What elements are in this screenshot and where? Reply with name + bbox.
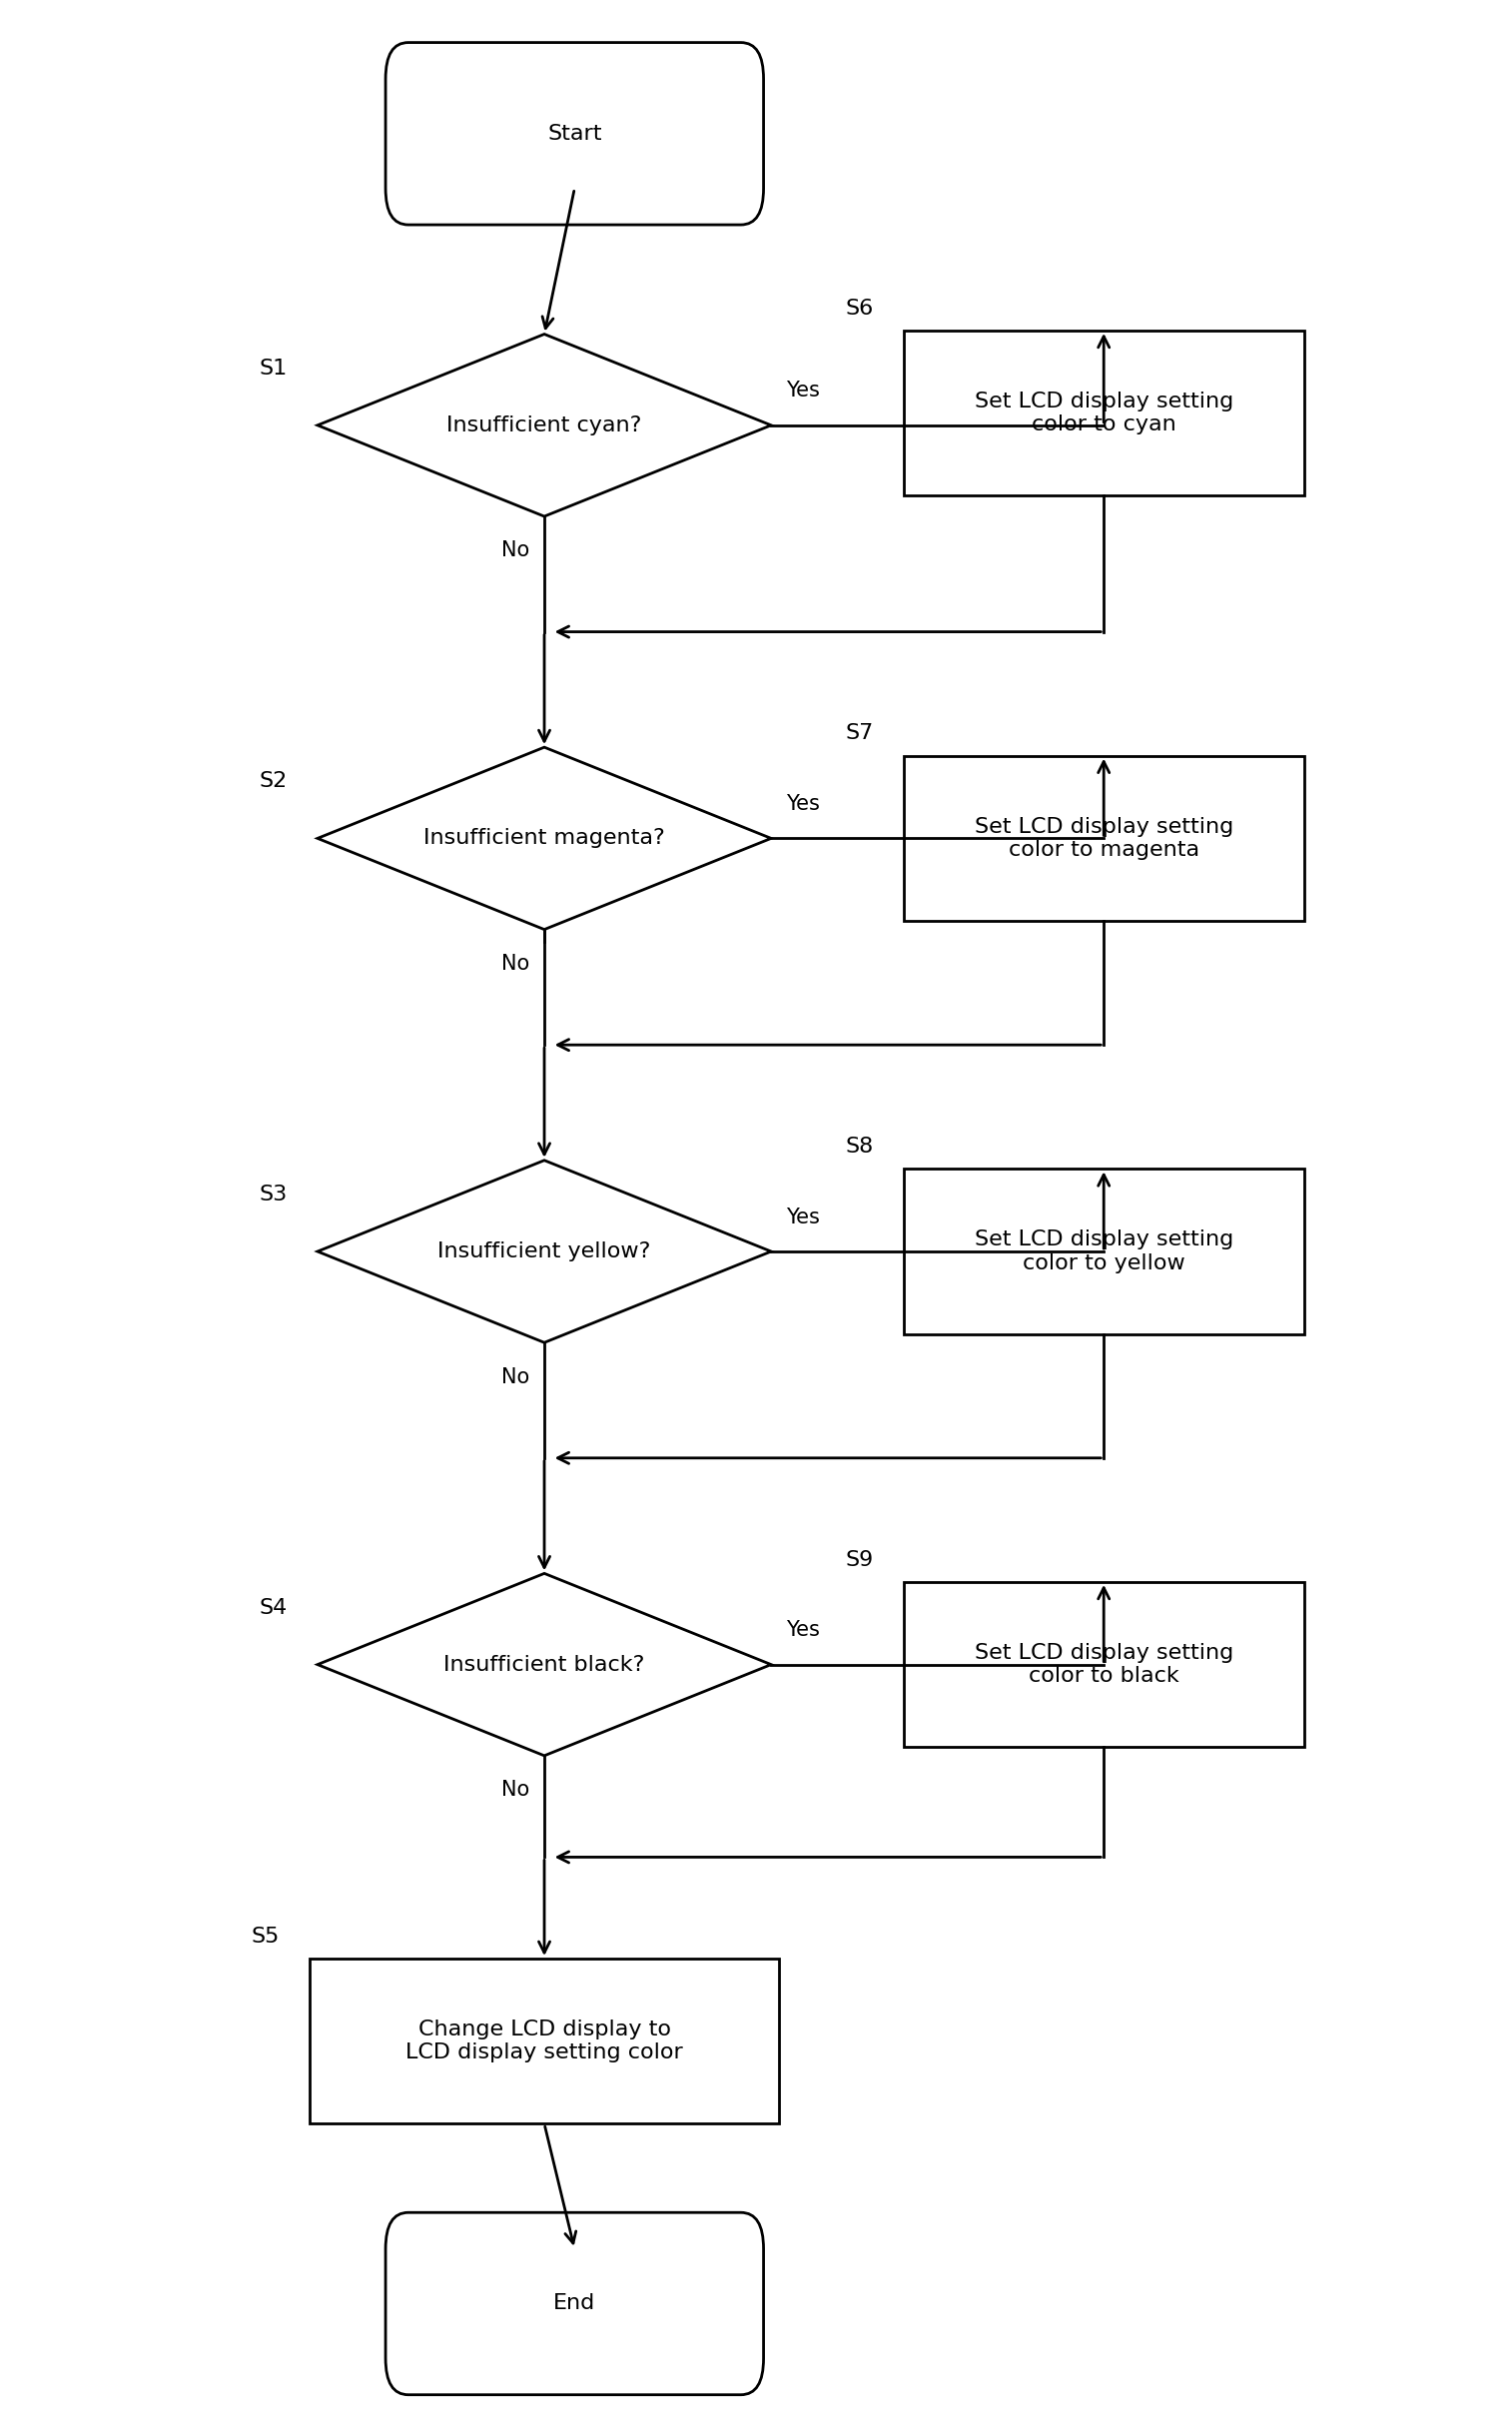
Text: No: No — [500, 542, 529, 561]
FancyBboxPatch shape — [903, 1169, 1303, 1334]
Text: Insufficient yellow?: Insufficient yellow? — [438, 1242, 650, 1261]
Text: S6: S6 — [845, 299, 872, 318]
Text: Yes: Yes — [786, 795, 820, 814]
Text: S9: S9 — [845, 1550, 872, 1570]
Text: No: No — [500, 1779, 529, 1801]
Polygon shape — [318, 748, 771, 928]
FancyBboxPatch shape — [903, 1582, 1303, 1747]
Text: Change LCD display to
LCD display setting color: Change LCD display to LCD display settin… — [405, 2019, 683, 2063]
Text: Insufficient magenta?: Insufficient magenta? — [423, 829, 665, 848]
Text: Yes: Yes — [786, 382, 820, 401]
Text: S1: S1 — [259, 360, 287, 379]
Text: Set LCD display setting
color to magenta: Set LCD display setting color to magenta — [974, 816, 1234, 860]
Text: S7: S7 — [845, 724, 872, 744]
Text: Yes: Yes — [786, 1621, 820, 1640]
FancyBboxPatch shape — [386, 44, 764, 226]
Text: No: No — [500, 1366, 529, 1388]
FancyBboxPatch shape — [903, 756, 1303, 921]
FancyBboxPatch shape — [903, 330, 1303, 496]
Polygon shape — [318, 335, 771, 518]
Text: Insufficient black?: Insufficient black? — [443, 1655, 646, 1674]
Text: Set LCD display setting
color to yellow: Set LCD display setting color to yellow — [974, 1230, 1234, 1273]
FancyBboxPatch shape — [386, 2211, 764, 2396]
Text: Insufficient cyan?: Insufficient cyan? — [446, 416, 643, 435]
Text: S4: S4 — [259, 1599, 287, 1618]
Polygon shape — [318, 1162, 771, 1341]
FancyBboxPatch shape — [310, 1959, 779, 2124]
Text: No: No — [500, 953, 529, 974]
Text: Set LCD display setting
color to black: Set LCD display setting color to black — [974, 1643, 1234, 1686]
Polygon shape — [318, 1575, 771, 1754]
Text: S8: S8 — [845, 1137, 872, 1157]
Text: Start: Start — [547, 124, 602, 143]
Text: S2: S2 — [259, 773, 287, 792]
Text: Yes: Yes — [786, 1208, 820, 1227]
Text: S5: S5 — [251, 1927, 280, 1946]
Text: Set LCD display setting
color to cyan: Set LCD display setting color to cyan — [974, 391, 1234, 435]
Text: S3: S3 — [259, 1186, 287, 1205]
Text: End: End — [553, 2294, 596, 2313]
